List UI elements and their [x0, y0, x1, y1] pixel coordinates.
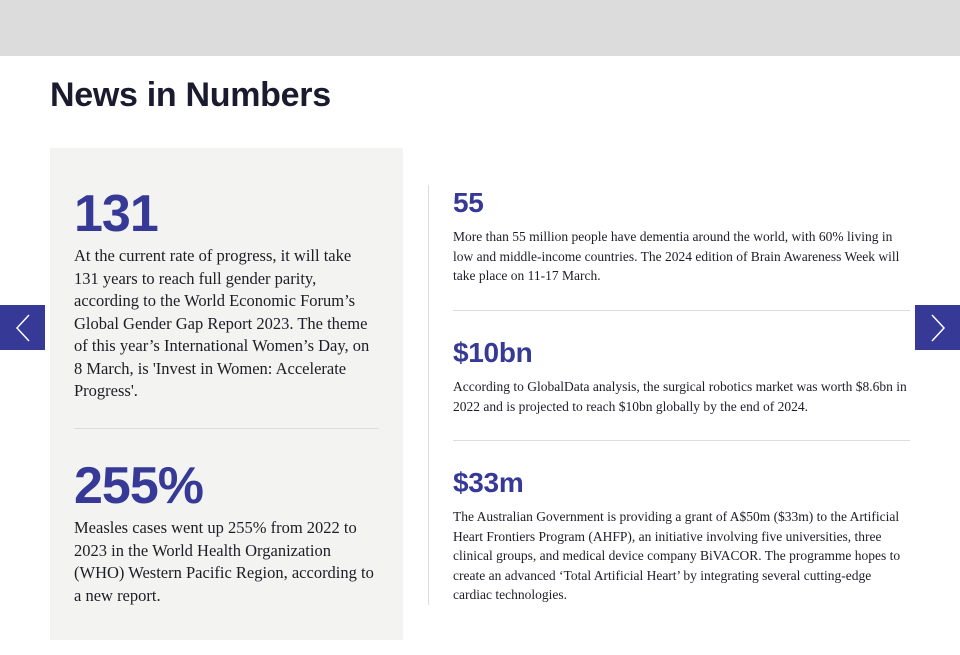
stat-description: The Australian Government is providing a…	[453, 509, 901, 602]
stat-number: 55	[453, 187, 484, 218]
divider	[453, 440, 910, 441]
top-bar	[0, 0, 960, 56]
stat-description: More than 55 million people have dementi…	[453, 229, 900, 283]
carousel-next-button[interactable]	[915, 305, 960, 350]
stat-item: $10bn According to GlobalData analysis, …	[453, 339, 910, 416]
page-title: News in Numbers	[50, 76, 331, 114]
stat-description: According to GlobalData analysis, the su…	[453, 379, 907, 414]
stat-number: 131	[74, 185, 159, 243]
stat-item: 55 More than 55 million people have deme…	[453, 189, 910, 286]
divider	[453, 310, 910, 311]
chevron-left-icon	[15, 313, 30, 342]
stat-description: Measles cases went up 255% from 2022 to …	[74, 518, 374, 605]
stat-item: $33m The Australian Government is provid…	[453, 469, 910, 605]
divider	[74, 428, 379, 429]
column-divider	[428, 185, 429, 605]
carousel-prev-button[interactable]	[0, 305, 45, 350]
stat-description: At the current rate of progress, it will…	[74, 246, 370, 400]
stat-number: 255%	[74, 457, 204, 515]
chevron-right-icon	[930, 313, 945, 342]
stat-number: $33m	[453, 467, 524, 498]
stat-number: $10bn	[453, 337, 533, 368]
featured-stats-panel: 131 At the current rate of progress, it …	[50, 148, 403, 640]
